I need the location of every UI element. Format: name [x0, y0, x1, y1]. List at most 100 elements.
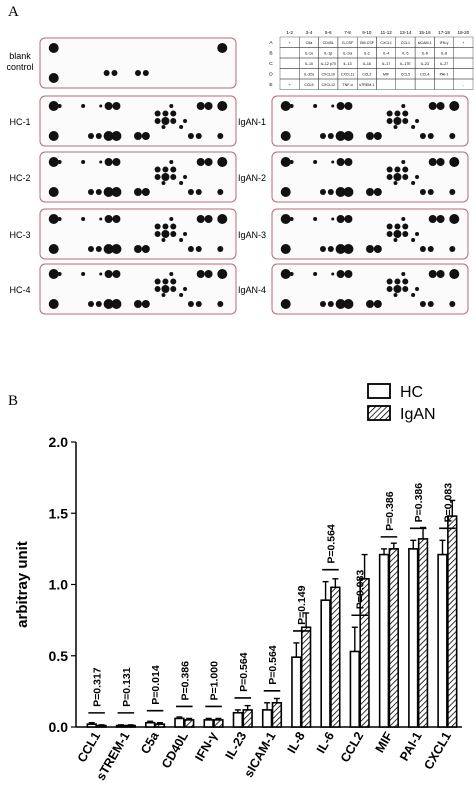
blot-spot: [401, 160, 406, 164]
x-tick-label: C5a: [138, 729, 162, 757]
blot-spot: [313, 217, 318, 221]
blot-spot: [394, 166, 401, 173]
blot-spot: [111, 131, 122, 141]
blot-spot: [195, 133, 202, 139]
blot-spot: [449, 246, 456, 252]
array-cell: [453, 47, 474, 59]
blot-spot: [196, 215, 205, 223]
blot-spot: [104, 158, 113, 166]
blot-spot: [142, 70, 149, 76]
blot-spot: [327, 246, 334, 252]
blot-spot: [112, 215, 121, 223]
bar-group-6: P=0.564: [261, 645, 283, 728]
blot-spot: [204, 102, 213, 110]
blot-spot: [170, 118, 177, 124]
bar-igan: [359, 578, 370, 728]
bar-igan: [271, 701, 283, 728]
array-cell-label: IL-1α: [305, 51, 313, 55]
y-tick-label: 2.0: [49, 434, 69, 450]
blot-spot: [196, 270, 205, 278]
blot-spot: [336, 215, 345, 223]
array-cell-label: CXCL12: [321, 83, 335, 87]
bar-group-3: P=0.386: [174, 661, 195, 728]
blot-spot: [112, 270, 121, 278]
blot-spot: [204, 215, 213, 223]
blot-spot: [103, 299, 114, 309]
array-cell-label: IL-8: [441, 51, 447, 55]
blot-spot: [331, 217, 335, 221]
bar-hc: [437, 553, 448, 728]
blot-spot: [436, 270, 445, 278]
blot-spot: [428, 215, 437, 223]
blot-spot: [134, 132, 142, 140]
p-value-label: P=0.131: [121, 667, 133, 707]
membrane-label: IgAN-2: [238, 173, 266, 183]
blot-spot: [327, 133, 334, 139]
array-col-header: 13-14: [400, 30, 412, 35]
blot-spot: [99, 217, 103, 221]
array-col-header: 7-8: [344, 30, 351, 35]
membrane-right-1: [271, 95, 469, 147]
blot-spot: [343, 187, 354, 197]
blot-spot: [48, 214, 59, 224]
blot-spot: [280, 244, 291, 254]
blot-spot: [99, 272, 103, 276]
blot-spot: [183, 287, 188, 291]
blot-spot: [48, 101, 59, 111]
y-tick-label: 0.0: [49, 719, 69, 735]
p-value-label: P=0.386: [179, 661, 191, 701]
blot-spot: [48, 269, 59, 279]
blot-spot: [183, 119, 188, 123]
blot-spot: [104, 215, 113, 223]
blot-spot: [217, 214, 228, 224]
blot-spot: [393, 125, 398, 129]
p-value-label: P=1.000: [209, 661, 221, 701]
blot-spot: [112, 158, 121, 166]
array-row-header: B: [269, 50, 272, 56]
blot-spot: [386, 231, 393, 237]
blot-spot: [57, 160, 62, 164]
array-cell: [395, 78, 416, 90]
blot-spot: [154, 231, 161, 237]
array-cell-label: MIF: [383, 72, 390, 76]
x-tick-label: MIF: [373, 729, 396, 755]
blot-spot: [48, 131, 59, 141]
array-cell-label: CCL4: [420, 72, 429, 76]
blot-spot: [428, 102, 437, 110]
blot-spot: [170, 278, 177, 285]
bar-hc: [320, 599, 331, 728]
blot-spot: [419, 246, 426, 252]
array-cell-label: CCL1: [401, 41, 410, 45]
blot-spot: [313, 272, 318, 276]
blot-spot: [48, 299, 59, 309]
bar-group-1: P=0.131: [115, 667, 136, 728]
blot-spot: [57, 104, 62, 108]
blot-spot: [134, 188, 142, 196]
blot-spot: [335, 299, 346, 309]
panel-b-letter: B: [8, 393, 19, 409]
blot-spot: [99, 104, 103, 108]
blot-spot: [183, 175, 188, 179]
blot-spot: [449, 101, 460, 111]
blot-spot: [161, 181, 166, 185]
blot-spot: [366, 245, 374, 253]
p-value-label: P=0.564: [325, 524, 337, 564]
blot-spot: [366, 188, 374, 196]
bar-igan: [96, 724, 107, 728]
bar-hc: [261, 709, 273, 728]
bar-hc: [145, 721, 156, 728]
blot-spot: [195, 189, 202, 195]
array-col-header: 17-18: [438, 30, 450, 35]
blot-spot: [394, 278, 401, 285]
blot-spot: [319, 246, 326, 252]
blot-spot: [419, 301, 426, 307]
blot-spot: [112, 102, 121, 110]
array-cell-label: IL-5: [402, 51, 408, 55]
blot-spot: [87, 189, 94, 195]
array-cell-label: IL-4: [383, 51, 389, 55]
membrane-label: IgAN-1: [238, 117, 266, 127]
blot-spot: [135, 70, 141, 76]
x-tick-label: CD40L: [159, 729, 191, 771]
array-col-header: 1-2: [286, 30, 293, 35]
blot-spot: [327, 301, 334, 307]
